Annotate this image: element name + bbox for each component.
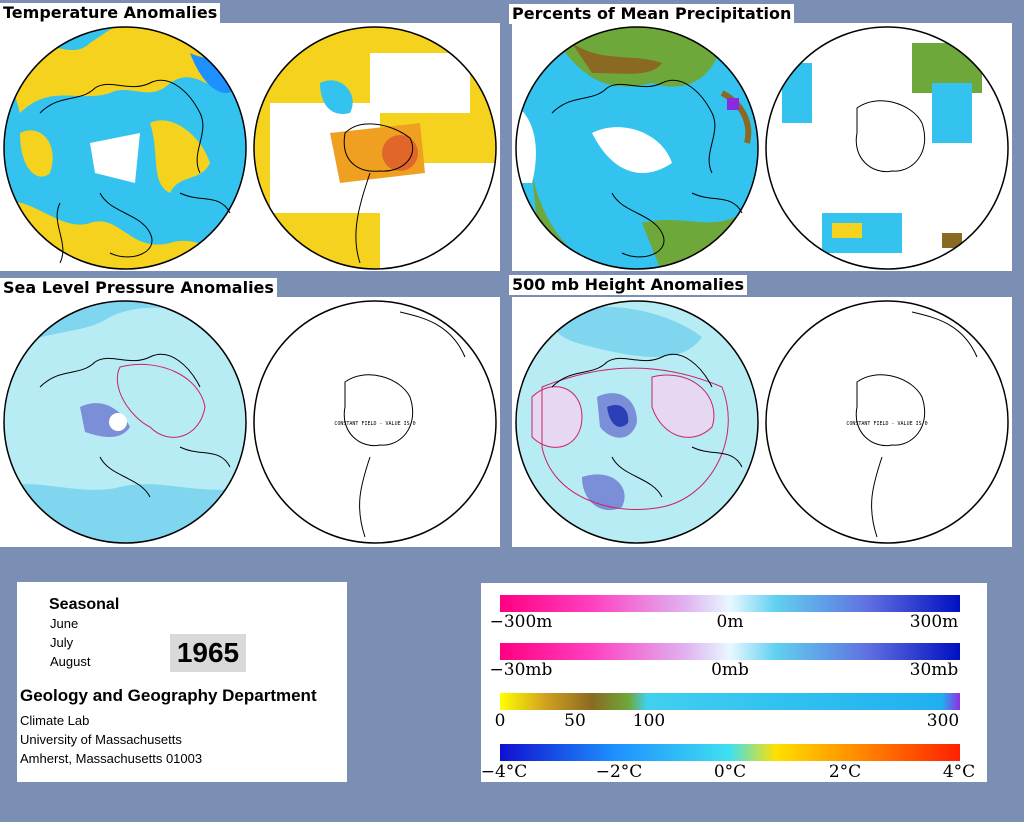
- slp-sh-globe: CONSTANT FIELD - VALUE IS 0: [253, 300, 497, 544]
- precip-label: 100: [632, 711, 666, 731]
- temp-label: −2°C: [595, 762, 643, 782]
- temp-colorbar: [500, 744, 960, 761]
- height-label-max: 300m: [909, 612, 959, 632]
- address-line: Amherst, Massachusetts 01003: [20, 751, 203, 766]
- slp-nh-globe: [3, 300, 247, 544]
- temp-label: 2°C: [828, 762, 862, 782]
- precip-colorbar: [500, 693, 960, 710]
- height500-sh-globe: CONSTANT FIELD - VALUE IS 0: [765, 300, 1009, 544]
- precip-label: 0: [494, 711, 506, 731]
- height500-constant-label: CONSTANT FIELD - VALUE IS 0: [846, 421, 927, 427]
- temp-label: 4°C: [942, 762, 976, 782]
- address-line: University of Massachusetts: [20, 732, 182, 747]
- address-line: Climate Lab: [20, 713, 90, 728]
- height-label-mid: 0m: [716, 612, 744, 632]
- pressure-label-mid: 0mb: [711, 660, 749, 680]
- precip-label: 300: [926, 711, 960, 731]
- precip-label: 50: [564, 711, 586, 731]
- height500-panel: CONSTANT FIELD - VALUE IS 0: [512, 297, 1012, 547]
- slp-constant-label: CONSTANT FIELD - VALUE IS 0: [334, 421, 415, 427]
- pressure-colorbar: [500, 643, 960, 660]
- info-box: Seasonal June July August 1965 Geology a…: [17, 582, 347, 782]
- pressure-label-min: −30mb: [489, 660, 553, 680]
- height500-title: 500 mb Height Anomalies: [509, 275, 748, 295]
- month-label: June: [50, 616, 79, 631]
- precipitation-panel: [512, 23, 1012, 271]
- temperature-nh-globe: [3, 26, 247, 270]
- slp-title: Sea Level Pressure Anomalies: [0, 278, 277, 298]
- slp-panel: CONSTANT FIELD - VALUE IS 0: [0, 297, 500, 547]
- month-label: August: [50, 654, 91, 669]
- precipitation-sh-globe: [765, 26, 1009, 270]
- height500-nh-globe: [515, 300, 759, 544]
- height-colorbar: [500, 595, 960, 612]
- precipitation-title: Percents of Mean Precipitation: [509, 4, 795, 24]
- year-badge: 1965: [170, 634, 246, 672]
- precipitation-nh-globe: [515, 26, 759, 270]
- department-title: Geology and Geography Department: [20, 686, 317, 705]
- height-label-min: −300m: [489, 612, 553, 632]
- pressure-label-max: 30mb: [909, 660, 959, 680]
- temperature-title: Temperature Anomalies: [0, 3, 221, 23]
- legend-box: −300m 0m 300m −30mb 0mb 30mb 0 50 100 30…: [481, 583, 987, 782]
- temperature-panel: [0, 23, 500, 271]
- temp-label: −4°C: [480, 762, 528, 782]
- month-label: July: [50, 635, 74, 650]
- period-label: Seasonal: [49, 596, 120, 613]
- temp-label: 0°C: [713, 762, 747, 782]
- temperature-sh-globe: [253, 26, 497, 270]
